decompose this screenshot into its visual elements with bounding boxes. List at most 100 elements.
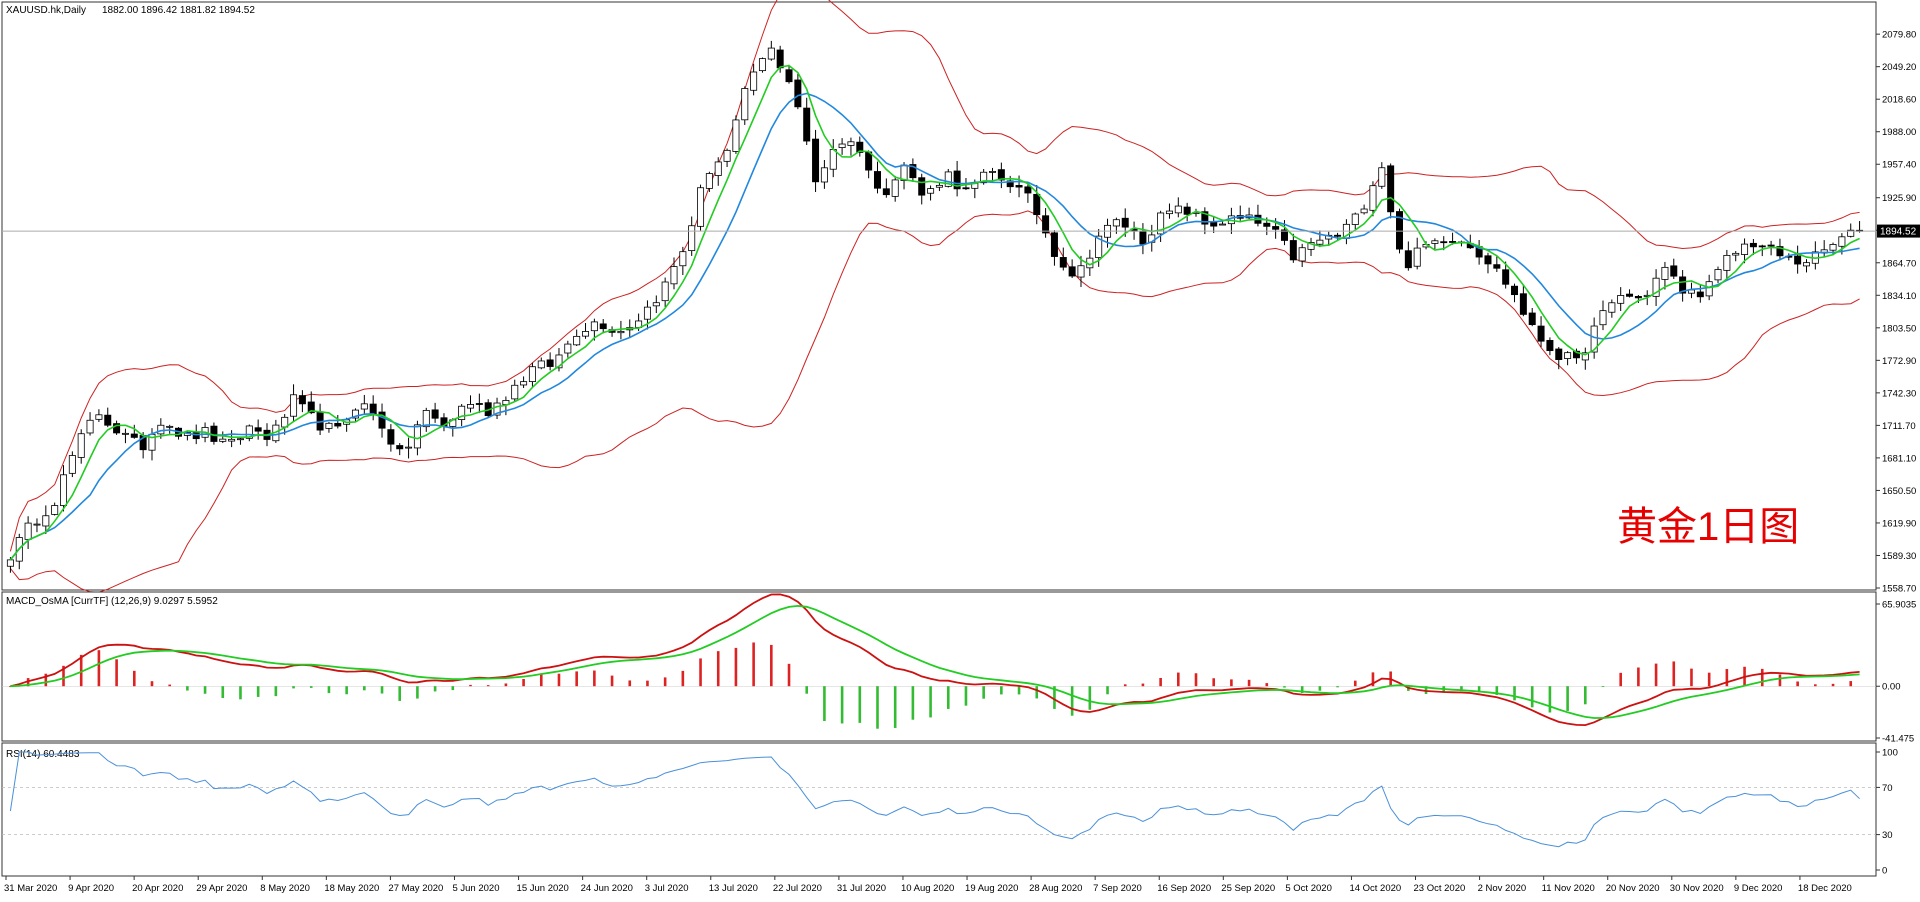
candle-body (1741, 243, 1749, 255)
candle (794, 73, 802, 110)
date-tick-label: 24 Jun 2020 (581, 883, 633, 894)
candle-body (520, 381, 528, 386)
candle (1404, 241, 1412, 271)
candle (334, 414, 342, 429)
candle-body (909, 164, 917, 179)
candle (1546, 337, 1554, 356)
candle-body (51, 505, 59, 515)
osma-bar (168, 684, 171, 687)
candle (537, 357, 545, 370)
osma-bar (911, 686, 915, 720)
candle-body (1289, 240, 1297, 261)
candle (555, 348, 563, 372)
candle (856, 136, 864, 157)
candle (68, 451, 76, 478)
price-tick-label: 1711.70 (1882, 421, 1916, 432)
candle-body (1307, 242, 1315, 250)
date-tick-label: 23 Oct 2020 (1414, 883, 1466, 894)
osma-bar (681, 670, 685, 687)
candle-body (1590, 325, 1598, 353)
candle-body (1749, 242, 1757, 248)
rsi-tick-label: 30 (1882, 830, 1893, 841)
candle-body (1519, 293, 1527, 315)
candle (1042, 208, 1050, 238)
candle (750, 63, 758, 96)
osma-bar (1530, 686, 1534, 708)
candle-body (166, 425, 174, 428)
price-tick-label: 1864.70 (1882, 258, 1916, 269)
candle-body (431, 409, 439, 419)
candle-body (245, 425, 253, 439)
osma-bar (770, 644, 773, 687)
candle (104, 407, 112, 428)
candle-body (1396, 211, 1403, 250)
candle (210, 422, 218, 445)
candle-body (1758, 245, 1766, 248)
candle (1528, 307, 1536, 327)
macd-pane[interactable]: MACD_OsMA [CurrTF] (12,26,9) 9.0297 5.59… (1, 591, 1916, 745)
osma-bar (1672, 661, 1676, 687)
candle-body (511, 384, 519, 400)
osma-bar (186, 686, 189, 691)
price-tick-label: 1772.90 (1882, 356, 1916, 367)
candle-body (1201, 211, 1209, 225)
candle-body (24, 522, 32, 540)
candle (758, 57, 766, 73)
candle-body (113, 423, 121, 434)
candle-body (820, 167, 828, 183)
candle-body (493, 402, 501, 416)
candle (918, 173, 926, 205)
candle-body (6, 559, 14, 567)
candle-body (1493, 264, 1501, 269)
macd-line (10, 593, 1860, 727)
rsi-pane-border (1, 742, 1877, 877)
candle-body (1696, 291, 1704, 298)
candle-body (847, 141, 855, 146)
osma-bar (1106, 686, 1109, 695)
candle (546, 352, 554, 371)
candle (1519, 284, 1527, 317)
osma-bar (1654, 663, 1658, 687)
candle-body (1369, 185, 1377, 211)
price-tick-label: 2079.80 (1882, 30, 1916, 41)
osma-bar (1123, 684, 1127, 687)
candle-body (1165, 210, 1173, 215)
candle (812, 129, 820, 193)
osma-bar (1035, 686, 1039, 699)
date-tick-label: 11 Nov 2020 (1542, 883, 1595, 894)
date-tick-label: 31 Jul 2020 (837, 883, 886, 894)
osma-bar (504, 683, 508, 687)
osma-bar (557, 673, 561, 687)
candle (298, 390, 306, 413)
price-tick-label: 2018.60 (1882, 95, 1916, 106)
price-pane[interactable]: XAUUSD.hk,Daily 1882.00 1896.42 1881.82 … (1, 0, 1920, 595)
candle (935, 181, 943, 192)
candle-body (688, 225, 696, 252)
candle-body (1112, 219, 1120, 227)
candle-body (334, 422, 342, 427)
candle (1121, 208, 1129, 237)
candle-body (42, 515, 50, 527)
osma-bar (1513, 686, 1516, 701)
osma-bar (486, 685, 490, 687)
candle (113, 420, 121, 435)
candle-body (405, 446, 413, 449)
date-tick-label: 27 May 2020 (388, 883, 443, 894)
candle-body (1077, 265, 1085, 278)
osma-bar (787, 663, 791, 687)
candle-body (1767, 244, 1775, 247)
candle-body (1484, 255, 1492, 265)
candle (360, 394, 368, 415)
candle (351, 408, 359, 423)
candle (1749, 239, 1757, 255)
current-price-value: 1894.52 (1880, 227, 1917, 238)
chart-annotation: 黄金1日图 (1617, 505, 1799, 549)
date-tick-label: 20 Apr 2020 (132, 883, 183, 894)
ohlc-label: 1882.00 1896.42 1881.82 1894.52 (102, 5, 255, 16)
current-price-tag: 1894.52 (1877, 224, 1920, 238)
candle-body (1440, 241, 1448, 244)
price-tick-label: 1558.70 (1882, 584, 1916, 595)
